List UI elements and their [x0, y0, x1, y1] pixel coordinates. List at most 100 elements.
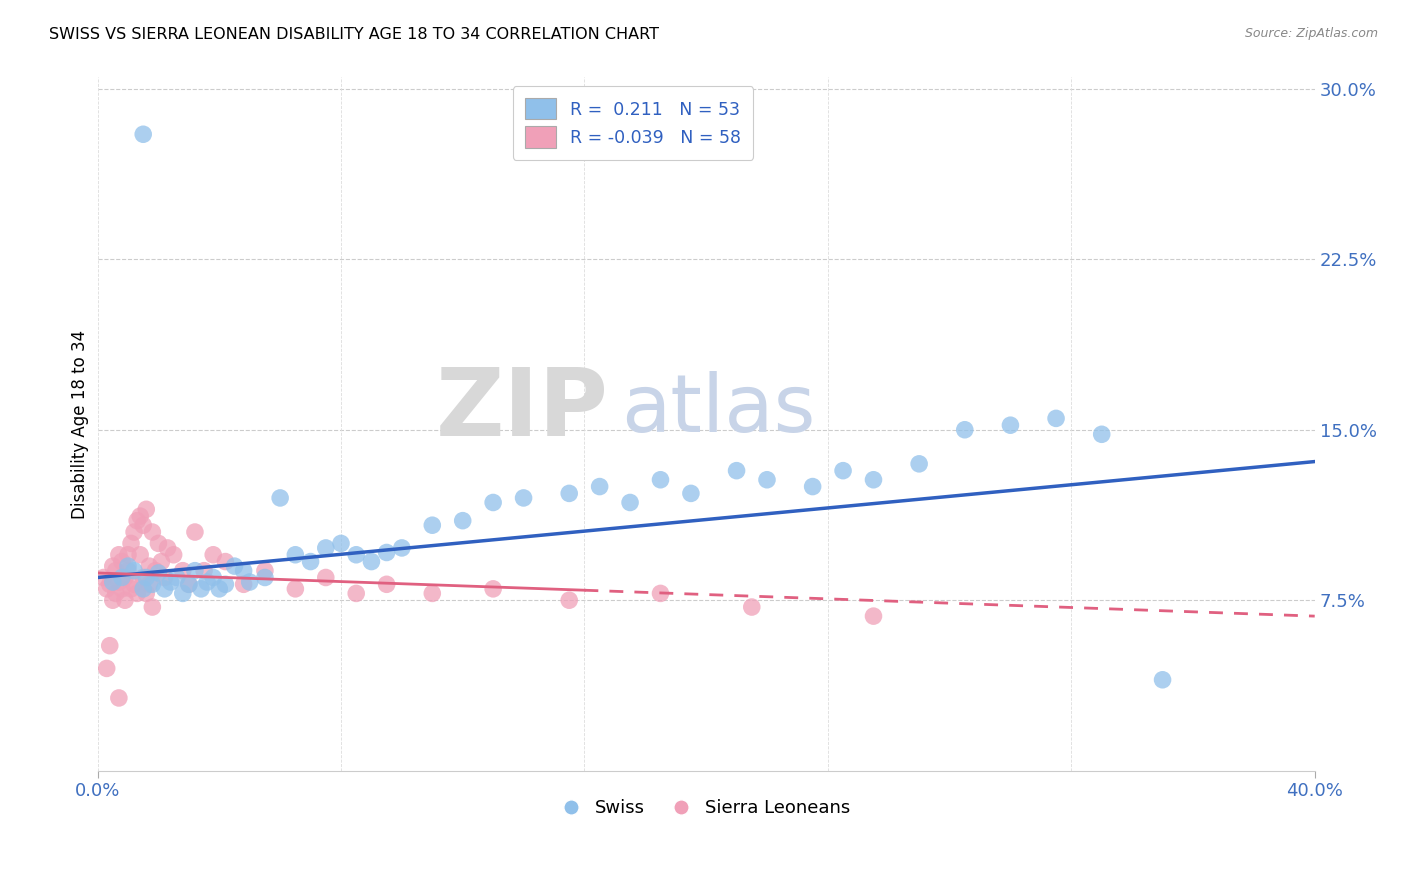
Point [315, 570, 337, 584]
Point [650, 473, 672, 487]
Point [650, 586, 672, 600]
Point [558, 486, 581, 500]
Point [141, 524, 163, 539]
Point [150, 555, 173, 569]
Point [127, 514, 149, 528]
Point [420, 518, 443, 533]
Point [451, 514, 474, 528]
Point [148, 536, 170, 550]
Point [135, 502, 157, 516]
Point [184, 524, 207, 539]
Point [159, 575, 181, 590]
Point [741, 600, 763, 615]
Point [284, 548, 307, 562]
Point [284, 582, 307, 596]
Point [862, 609, 884, 624]
Point [120, 582, 142, 596]
Point [156, 541, 179, 555]
Point [619, 495, 641, 509]
Point [101, 593, 124, 607]
Point [224, 559, 246, 574]
Point [832, 464, 855, 478]
Point [127, 586, 149, 600]
Y-axis label: Disability Age 18 to 34: Disability Age 18 to 34 [72, 329, 89, 518]
Point [117, 559, 139, 574]
Point [153, 582, 176, 596]
Point [344, 548, 367, 562]
Point [148, 566, 170, 580]
Point [512, 491, 534, 505]
Point [122, 577, 145, 591]
Point [253, 564, 276, 578]
Point [232, 564, 254, 578]
Point [129, 509, 152, 524]
Point [135, 570, 157, 584]
Point [214, 555, 236, 569]
Point [801, 479, 824, 493]
Point [98, 639, 121, 653]
Point [93, 570, 115, 584]
Point [908, 457, 931, 471]
Point [202, 570, 225, 584]
Point [679, 486, 702, 500]
Text: ZIP: ZIP [436, 364, 609, 456]
Point [111, 582, 134, 596]
Point [163, 548, 186, 562]
Point [101, 559, 124, 574]
Text: Source: ZipAtlas.com: Source: ZipAtlas.com [1244, 27, 1378, 40]
Point [360, 555, 382, 569]
Legend: Swiss, Sierra Leoneans: Swiss, Sierra Leoneans [555, 791, 858, 824]
Point [315, 541, 337, 555]
Point [177, 577, 200, 591]
Point [208, 582, 231, 596]
Point [953, 423, 976, 437]
Point [172, 564, 194, 578]
Point [1000, 418, 1022, 433]
Point [1152, 673, 1174, 687]
Point [588, 479, 610, 493]
Point [558, 593, 581, 607]
Point [1091, 427, 1114, 442]
Point [101, 575, 124, 590]
Point [330, 536, 353, 550]
Point [375, 545, 398, 559]
Point [96, 582, 118, 596]
Point [193, 564, 215, 578]
Point [184, 564, 207, 578]
Point [132, 582, 155, 596]
Text: atlas: atlas [621, 371, 815, 450]
Point [114, 593, 136, 607]
Text: SWISS VS SIERRA LEONEAN DISABILITY AGE 18 TO 34 CORRELATION CHART: SWISS VS SIERRA LEONEAN DISABILITY AGE 1… [49, 27, 659, 42]
Point [141, 577, 163, 591]
Point [108, 690, 131, 705]
Point [104, 564, 127, 578]
Point [420, 586, 443, 600]
Point [1045, 411, 1067, 425]
Point [122, 524, 145, 539]
Point [138, 577, 160, 591]
Point [172, 586, 194, 600]
Point [135, 586, 157, 600]
Point [98, 577, 121, 591]
Point [114, 570, 136, 584]
Point [129, 548, 152, 562]
Point [482, 495, 505, 509]
Point [132, 570, 155, 584]
Point [108, 548, 131, 562]
Point [153, 570, 176, 584]
Point [232, 577, 254, 591]
Point [214, 577, 236, 591]
Point [96, 661, 118, 675]
Point [239, 575, 262, 590]
Point [190, 582, 212, 596]
Point [202, 548, 225, 562]
Point [391, 541, 413, 555]
Point [344, 586, 367, 600]
Point [862, 473, 884, 487]
Point [141, 600, 163, 615]
Point [299, 555, 322, 569]
Point [132, 128, 155, 142]
Point [117, 564, 139, 578]
Point [122, 564, 145, 578]
Point [132, 518, 155, 533]
